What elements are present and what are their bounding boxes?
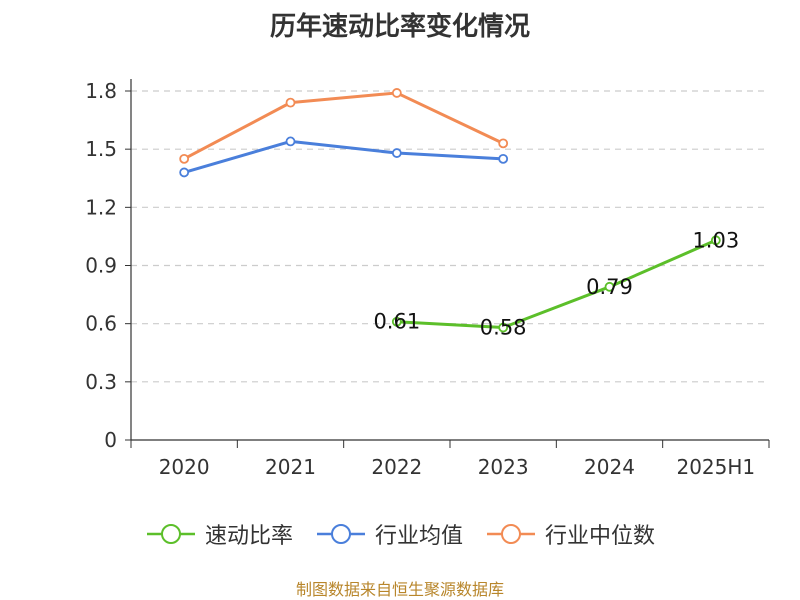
legend: 速动比率 行业均值 行业中位数	[0, 518, 800, 550]
series-line	[396, 238, 717, 330]
data-label: 1.03	[692, 228, 739, 252]
data-point	[179, 153, 190, 164]
x-tick-label: 2021	[265, 455, 316, 479]
data-point	[285, 97, 296, 108]
x-tick-label: 2024	[584, 455, 635, 479]
legend-label: 速动比率	[204, 524, 293, 549]
y-tick-label: 0.6	[85, 312, 117, 336]
y-tick-label: 1.8	[85, 79, 117, 103]
y-tick-label: 1.5	[85, 137, 117, 161]
legend-item[interactable]: 行业中位数	[485, 518, 655, 550]
legend-label: 行业均值	[374, 524, 463, 549]
x-tick-label: 2020	[159, 455, 210, 479]
data-point	[391, 316, 402, 327]
data-label: 0.58	[480, 316, 527, 340]
legend-line-icon	[316, 524, 365, 544]
x-tick-label: 2025H1	[676, 455, 755, 479]
legend-line-icon	[487, 524, 535, 544]
source-note: 制图数据来自恒生聚源数据库	[295, 580, 504, 599]
y-tick-label: 1.2	[85, 195, 117, 219]
chart-title: 历年速动比率变化情况	[269, 12, 530, 42]
x-tick-label: 2022	[371, 455, 422, 479]
data-point	[285, 136, 296, 147]
legend-label: 行业中位数	[545, 524, 656, 549]
legend-item[interactable]: 行业均值	[315, 518, 463, 550]
data-point	[179, 167, 190, 178]
x-tick-label: 2023	[478, 455, 529, 479]
data-point	[604, 281, 615, 292]
series-line	[183, 91, 504, 161]
series-line	[183, 139, 504, 174]
legend-line-icon	[146, 524, 195, 544]
legend-item[interactable]: 速动比率	[145, 518, 293, 550]
data-label: 0.61	[373, 310, 420, 334]
data-label: 0.79	[586, 275, 633, 299]
data-point	[498, 322, 509, 333]
data-point	[391, 88, 402, 98]
y-tick-label: 0.3	[85, 370, 117, 394]
data-point	[391, 148, 402, 158]
data-point	[498, 153, 509, 164]
data-point	[498, 138, 509, 149]
data-point	[710, 235, 721, 246]
y-tick-label: 0	[104, 428, 117, 452]
y-tick-label: 0.9	[85, 254, 117, 278]
